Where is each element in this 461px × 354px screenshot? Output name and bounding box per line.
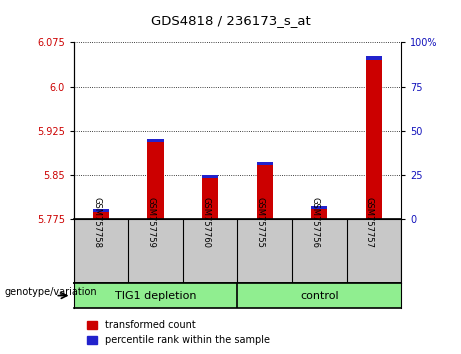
- Bar: [366, 59, 382, 219]
- Bar: [256, 165, 273, 219]
- Text: TIG1 depletion: TIG1 depletion: [115, 291, 196, 301]
- Bar: [93, 212, 109, 219]
- Bar: [148, 142, 164, 219]
- Bar: [366, 56, 382, 59]
- Text: GSM757755: GSM757755: [256, 197, 265, 248]
- Bar: [256, 162, 273, 165]
- Text: GSM757756: GSM757756: [310, 197, 319, 248]
- Text: GSM757760: GSM757760: [201, 197, 210, 248]
- Text: GSM757757: GSM757757: [365, 197, 374, 248]
- Bar: [311, 206, 327, 210]
- Text: GSM757758: GSM757758: [92, 197, 101, 248]
- Bar: [311, 210, 327, 219]
- Bar: [148, 139, 164, 142]
- Text: genotype/variation: genotype/variation: [5, 287, 97, 297]
- Bar: [202, 178, 219, 219]
- Text: GSM757759: GSM757759: [147, 197, 156, 248]
- Bar: [202, 175, 219, 178]
- Legend: transformed count, percentile rank within the sample: transformed count, percentile rank withi…: [83, 316, 273, 349]
- Text: control: control: [300, 291, 338, 301]
- Bar: [93, 209, 109, 212]
- Text: GDS4818 / 236173_s_at: GDS4818 / 236173_s_at: [151, 14, 310, 27]
